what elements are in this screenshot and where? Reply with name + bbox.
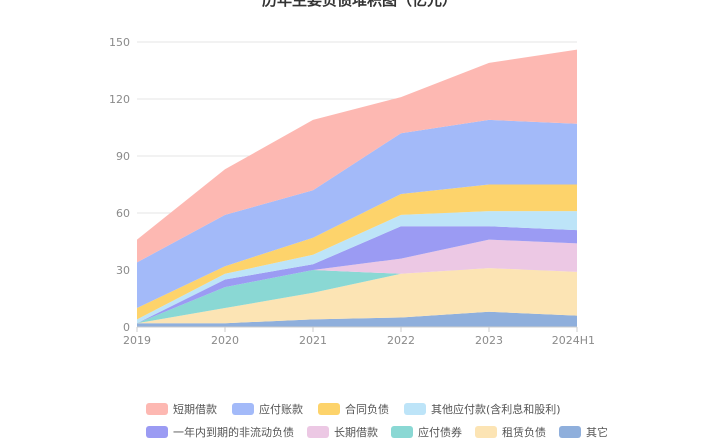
area-series-5	[137, 211, 577, 324]
legend-label: 应付债券	[418, 426, 462, 439]
legend-swatch	[475, 426, 497, 438]
area-series-1	[137, 268, 577, 324]
legend-label: 其它	[586, 426, 608, 439]
x-tick-label: 2023	[475, 334, 503, 347]
legend-item[interactable]: 一年内到期的非流动负债	[146, 424, 294, 440]
x-tick-label: 2022	[387, 334, 415, 347]
legend-swatch	[404, 403, 426, 415]
legend-item[interactable]: 其他应付款(含利息和股利)	[404, 401, 561, 417]
y-tick-label: 60	[116, 207, 130, 220]
x-tick-label: 2020	[211, 334, 239, 347]
legend-item[interactable]: 短期借款	[146, 401, 217, 417]
legend-label: 一年内到期的非流动负债	[173, 426, 294, 439]
y-tick-label: 120	[109, 93, 130, 106]
area-series-2	[137, 268, 577, 324]
legend-label: 应付账款	[259, 403, 303, 416]
y-tick-label: 150	[109, 36, 130, 49]
legend-swatch	[146, 426, 168, 438]
axes: 0 30 60 90 120 150 2019 2020 2021 2022 2023 2024H1	[109, 36, 595, 347]
legend-item[interactable]: 长期借款	[307, 424, 378, 440]
legend-swatch	[391, 426, 413, 438]
legend-row: 一年内到期的非流动负债 长期借款 应付债券 租赁负债 其它	[146, 424, 706, 440]
x-tick-label: 2021	[299, 334, 327, 347]
legend-swatch	[307, 426, 329, 438]
chart-title: 历年主要负债堆积图（亿元）	[261, 0, 457, 9]
y-tick-label: 0	[123, 321, 130, 334]
area-series-3	[137, 239, 577, 324]
legend-label: 租赁负债	[502, 426, 546, 439]
stacked-area-chart: 0 30 60 90 120 150 2019 2020 2021 2022 2023 2024H1	[109, 36, 595, 347]
legend-swatch	[559, 426, 581, 438]
legend-label: 其他应付款(含利息和股利)	[431, 403, 561, 416]
legend-item[interactable]: 应付债券	[391, 424, 462, 440]
y-tick-label: 30	[116, 264, 130, 277]
legend-swatch	[318, 403, 340, 415]
legend-label: 合同负债	[345, 403, 389, 416]
area-series	[137, 49, 577, 327]
legend-row: 短期借款 应付账款 合同负债 其他应付款(含利息和股利)	[146, 401, 706, 417]
y-tick-label: 90	[116, 150, 130, 163]
area-series-6	[137, 184, 577, 320]
x-tick-label: 2024H1	[552, 334, 595, 347]
legend-swatch	[146, 403, 168, 415]
legend: 短期借款 应付账款 合同负债 其他应付款(含利息和股利) 一年内到期的非流动负债 长期借款…	[146, 401, 706, 447]
legend-label: 长期借款	[334, 426, 378, 439]
x-tick-label: 2019	[123, 334, 151, 347]
area-series-7	[137, 119, 577, 309]
legend-item[interactable]: 其它	[559, 424, 608, 440]
legend-item[interactable]: 租赁负债	[475, 424, 546, 440]
area-series-4	[137, 226, 577, 324]
area-series-8	[137, 49, 577, 263]
legend-item[interactable]: 应付账款	[232, 401, 303, 417]
legend-label: 短期借款	[173, 403, 217, 416]
legend-swatch	[232, 403, 254, 415]
legend-item[interactable]: 合同负债	[318, 401, 389, 417]
area-series-0	[137, 311, 577, 327]
